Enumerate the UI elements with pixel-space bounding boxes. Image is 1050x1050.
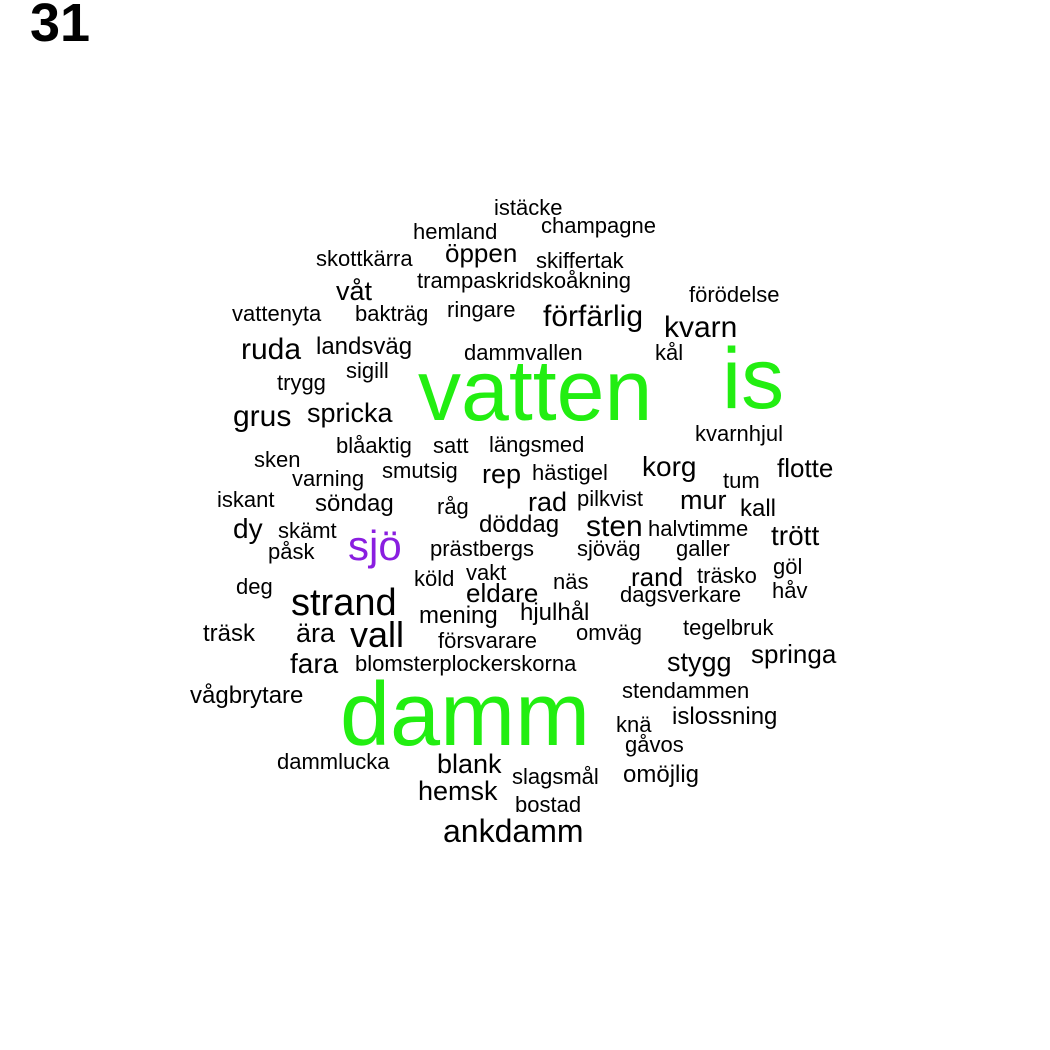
word-slagsmal: slagsmål [512, 764, 599, 789]
word-sigill: sigill [346, 358, 389, 383]
word-mening: mening [419, 602, 498, 629]
word-strand: strand [291, 582, 397, 624]
word-gavos: gåvos [625, 732, 684, 757]
word-forfarlig: förfärlig [543, 300, 644, 333]
word-vatten: vatten [418, 343, 653, 439]
word-hjulhal: hjulhål [520, 599, 590, 626]
word-blomsterplockerskorna: blomsterplockerskorna [355, 651, 577, 676]
word-spricka: spricka [307, 398, 393, 428]
word-oppen: öppen [445, 238, 518, 268]
word-rag: råg [437, 494, 469, 519]
word-vattenyta: vattenyta [232, 301, 322, 326]
word-forodelse: förödelse [689, 282, 780, 307]
word-stendammen: stendammen [622, 678, 750, 703]
word-varning: varning [292, 466, 365, 491]
word-vagbrytare: vågbrytare [190, 682, 304, 709]
word-nas: näs [553, 569, 589, 594]
word-halvtimme: halvtimme [648, 516, 749, 541]
word-vakt: vakt [466, 560, 507, 585]
word-sjo: sjö [348, 522, 402, 569]
word-langsmed: längsmed [489, 432, 585, 457]
word-skottkarra: skottkärra [316, 246, 413, 271]
word-baktrag: bakträg [355, 301, 429, 326]
word-trask: träsk [203, 620, 256, 647]
word-dy: dy [233, 513, 263, 544]
word-champagne: champagne [541, 213, 656, 238]
word-dagsverkare: dagsverkare [620, 582, 742, 607]
word-blank: blank [437, 749, 502, 779]
word-hemland: hemland [413, 219, 498, 244]
word-tum: tum [723, 468, 760, 493]
word-mur: mur [680, 485, 727, 515]
word-ankdamm: ankdamm [443, 813, 584, 849]
word-korg: korg [642, 451, 697, 482]
word-eldare: eldare [466, 578, 539, 608]
word-forsvarare: försvarare [438, 628, 538, 653]
page-number: 31 [30, 0, 91, 53]
word-hemsk: hemsk [418, 776, 498, 806]
word-galler: galler [676, 536, 730, 561]
word-vat: våt [336, 276, 373, 306]
word-gol: göl [773, 554, 803, 579]
word-iskant: iskant [217, 487, 275, 512]
word-trampaskridskoakning: trampaskridskoåkning [417, 268, 631, 293]
word-kall: kall [740, 495, 777, 522]
word-kvarn: kvarn [664, 311, 738, 344]
word-dammvallen: dammvallen [464, 340, 583, 365]
word-rad: rad [528, 487, 568, 517]
word-tegelbruk: tegelbruk [683, 615, 774, 640]
word-blaaktig: blåaktig [336, 433, 412, 458]
word-trott: trött [771, 520, 820, 551]
word-sten: sten [586, 510, 643, 543]
word-trasko: träsko [697, 563, 757, 588]
word-trygg: trygg [277, 370, 326, 395]
word-stygg: stygg [667, 647, 732, 677]
word-kvarnhjul: kvarnhjul [695, 421, 784, 446]
word-pilkvist: pilkvist [577, 486, 644, 511]
word-sken: sken [254, 447, 301, 472]
word-ara: ära [296, 618, 336, 648]
word-kal: kål [655, 340, 684, 365]
word-kna: knä [616, 712, 652, 737]
word-vall: vall [350, 614, 405, 655]
word-kold: köld [414, 566, 455, 591]
word-grus: grus [233, 400, 292, 433]
word-doddag: döddag [479, 511, 560, 538]
word-hav: håv [772, 578, 808, 603]
word-rand: rand [631, 562, 684, 592]
word-sjovag: sjöväg [577, 536, 641, 561]
word-smutsig: smutsig [382, 458, 458, 483]
word-bostad: bostad [515, 792, 582, 817]
word-is: is [722, 331, 785, 427]
word-omvag: omväg [576, 620, 643, 645]
word-skiffertak: skiffertak [536, 248, 624, 273]
word-islossning: islossning [672, 703, 778, 730]
word-omojlig: omöjlig [623, 761, 700, 788]
word-fara: fara [290, 648, 339, 679]
word-pask: påsk [268, 539, 315, 564]
word-ringare: ringare [447, 297, 516, 322]
word-damm: damm [340, 665, 591, 765]
word-rep: rep [482, 459, 522, 489]
word-landsvag: landsväg [316, 333, 413, 360]
word-satt: satt [433, 433, 469, 458]
word-hastigel: hästigel [532, 460, 608, 485]
word-ruda: ruda [241, 333, 302, 366]
word-skamt: skämt [278, 518, 337, 543]
word-prastbergs: prästbergs [430, 536, 534, 561]
word-istacke: istäcke [494, 195, 563, 220]
word-sondag: söndag [315, 490, 394, 517]
word-dammlucka: dammlucka [277, 749, 390, 774]
word-springa: springa [751, 639, 837, 669]
word-flotte: flotte [777, 453, 834, 483]
word-deg: deg [236, 574, 273, 599]
